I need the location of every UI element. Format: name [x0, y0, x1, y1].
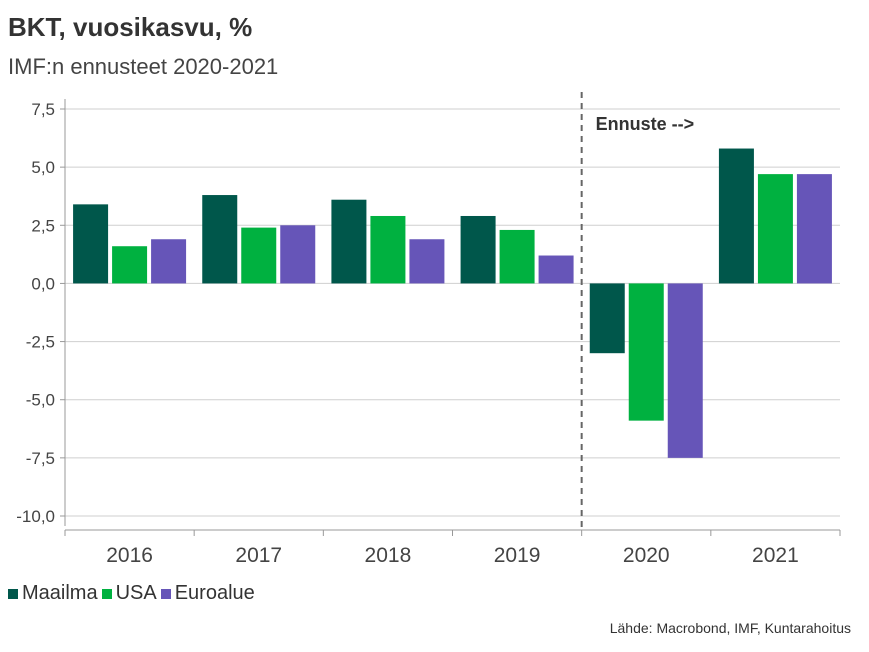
legend-item-maailma: Maailma — [8, 582, 98, 605]
source-note: Lähde: Macrobond, IMF, Kuntarahoitus — [609, 620, 851, 636]
legend-swatch-maailma — [8, 588, 18, 599]
legend: Maailma USA Euroalue — [8, 582, 259, 605]
y-tick-label: -5,0 — [26, 391, 55, 410]
bar-usa-2021 — [757, 174, 793, 284]
bar-usa-2019 — [499, 229, 535, 284]
x-tick-label: 2018 — [365, 544, 412, 567]
bar-euroalue-2021 — [796, 174, 832, 284]
chart-title: BKT, vuosikasvu, % — [8, 12, 253, 42]
bar-euroalue-2016 — [151, 239, 187, 284]
bar-usa-2016 — [112, 246, 148, 284]
bar-maailma-2018 — [331, 199, 367, 284]
bar-euroalue-2017 — [280, 225, 316, 284]
bar-euroalue-2020 — [667, 283, 703, 458]
legend-item-usa: USA — [101, 582, 157, 605]
bar-usa-2017 — [241, 227, 277, 284]
x-tick-label: 2017 — [235, 544, 282, 567]
y-tick-label: 5,0 — [31, 158, 55, 177]
bar-usa-2020 — [628, 283, 664, 421]
legend-label-maailma: Maailma — [22, 582, 98, 604]
legend-item-euroalue: Euroalue — [160, 582, 255, 605]
x-tick-label: 2020 — [623, 544, 670, 567]
forecast-annotation: Ennuste --> — [596, 114, 695, 134]
legend-swatch-usa — [101, 588, 112, 599]
bar-euroalue-2019 — [538, 255, 574, 284]
bar-maailma-2020 — [589, 283, 625, 354]
x-tick-label: 2019 — [494, 544, 541, 567]
bar-euroalue-2018 — [409, 239, 445, 284]
legend-swatch-euroalue — [160, 588, 171, 599]
bar-maailma-2021 — [718, 148, 754, 284]
x-tick-label: 2021 — [752, 544, 799, 567]
y-tick-label: -7,5 — [26, 449, 55, 468]
y-tick-label: 7,5 — [31, 100, 55, 119]
bar-maailma-2019 — [460, 215, 496, 284]
legend-label-euroalue: Euroalue — [174, 582, 255, 604]
bar-usa-2018 — [370, 215, 406, 284]
x-tick-label: 2016 — [106, 544, 153, 567]
y-tick-label: -10,0 — [16, 507, 55, 526]
legend-label-usa: USA — [115, 582, 157, 604]
y-tick-label: 2,5 — [31, 216, 55, 235]
y-tick-label: 0,0 — [31, 274, 55, 293]
chart-subtitle: IMF:n ennusteet 2020-2021 — [8, 54, 279, 79]
bar-maailma-2017 — [202, 195, 238, 284]
bar-maailma-2016 — [73, 204, 109, 284]
y-tick-label: -2,5 — [26, 333, 55, 352]
